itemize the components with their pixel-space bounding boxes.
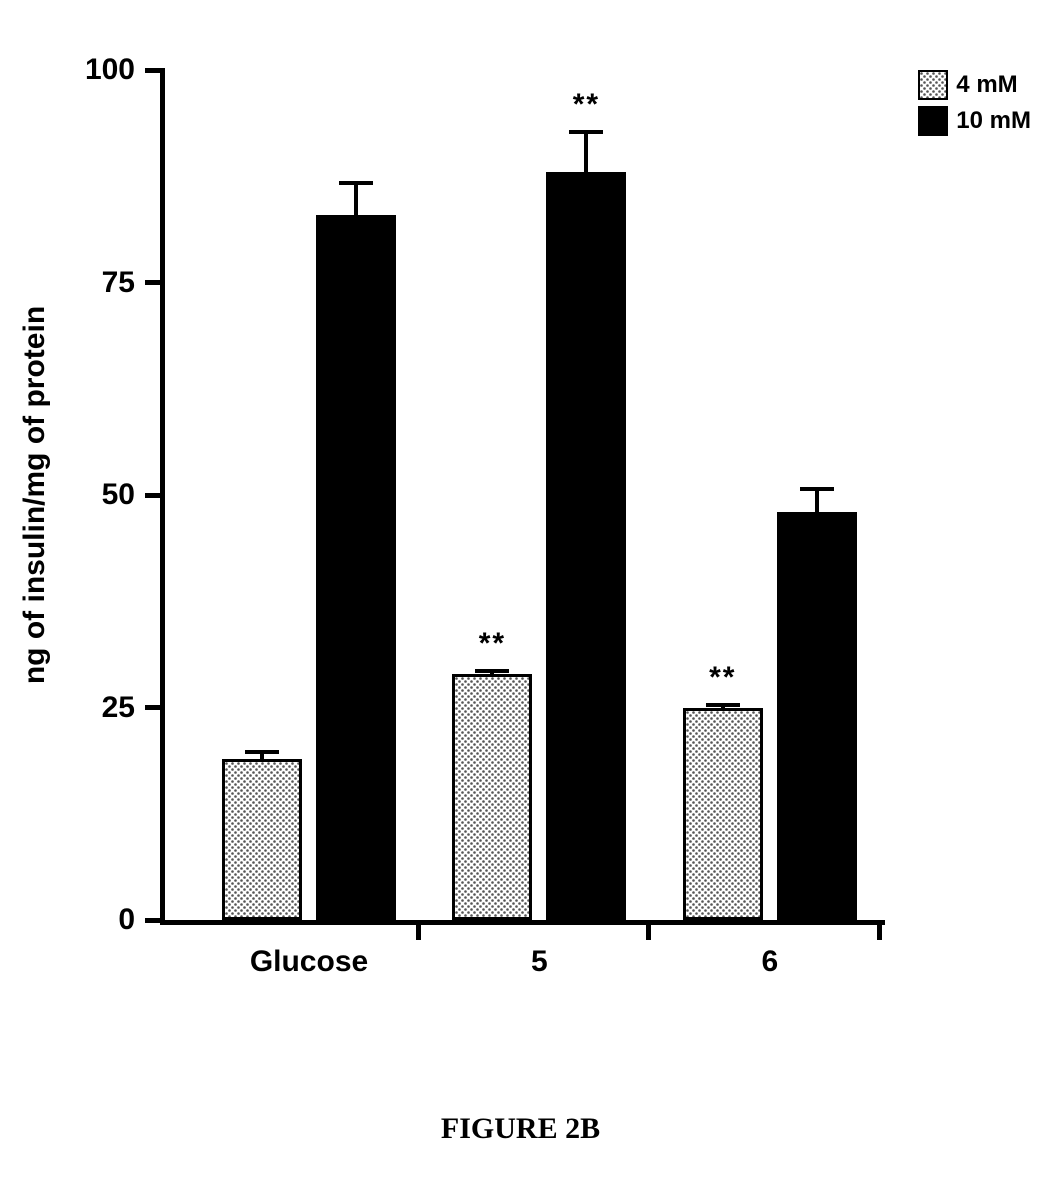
y-tick [145, 280, 165, 285]
legend-label: 4 mM [956, 71, 1017, 99]
y-axis-label-text: ng of insulin/mg of protein [18, 306, 51, 684]
bar [777, 512, 857, 920]
bar [452, 674, 532, 921]
bar [683, 708, 763, 921]
figure-caption: FIGURE 2B [441, 1112, 600, 1146]
figure-caption-text: FIGURE 2B [441, 1112, 600, 1145]
y-tick [145, 705, 165, 710]
y-tick [145, 918, 165, 923]
legend-swatch [918, 106, 948, 136]
y-tick [145, 68, 165, 73]
x-tick-label: 5 [531, 945, 548, 979]
error-bar [584, 130, 588, 173]
y-tick-label: 50 [102, 478, 135, 512]
bar [316, 215, 396, 921]
y-tick-label: 100 [85, 53, 135, 87]
error-bar-cap [706, 703, 740, 707]
significance-marker: ** [573, 88, 600, 122]
plot-area: 0255075100Glucose5****6** [160, 70, 885, 925]
y-tick-label: 0 [118, 903, 135, 937]
y-tick-label: 25 [102, 691, 135, 725]
x-tick [416, 920, 421, 940]
x-tick [646, 920, 651, 940]
figure-canvas: ng of insulin/mg of protein 0 25 50 75 100 Gl… [0, 0, 1041, 1181]
y-axis-label: ng of insulin/mg of protein [18, 306, 52, 684]
x-tick-label: Glucose [250, 945, 368, 979]
y-tick [145, 493, 165, 498]
legend: 4 mM 10 mM [918, 70, 1031, 142]
x-tick-label: 6 [761, 945, 778, 979]
y-tick-label: 75 [102, 266, 135, 300]
bar [222, 759, 302, 921]
error-bar-cap [475, 669, 509, 673]
error-bar-cap [569, 130, 603, 134]
significance-marker: ** [479, 627, 506, 661]
bar [546, 172, 626, 920]
error-bar-cap [245, 750, 279, 754]
x-tick [877, 920, 882, 940]
legend-label: 10 mM [956, 107, 1031, 135]
significance-marker: ** [709, 661, 736, 695]
legend-item: 4 mM [918, 70, 1031, 100]
error-bar-cap [339, 181, 373, 185]
legend-item: 10 mM [918, 106, 1031, 136]
error-bar-cap [800, 487, 834, 491]
error-bar [354, 181, 358, 215]
legend-swatch [918, 70, 948, 100]
